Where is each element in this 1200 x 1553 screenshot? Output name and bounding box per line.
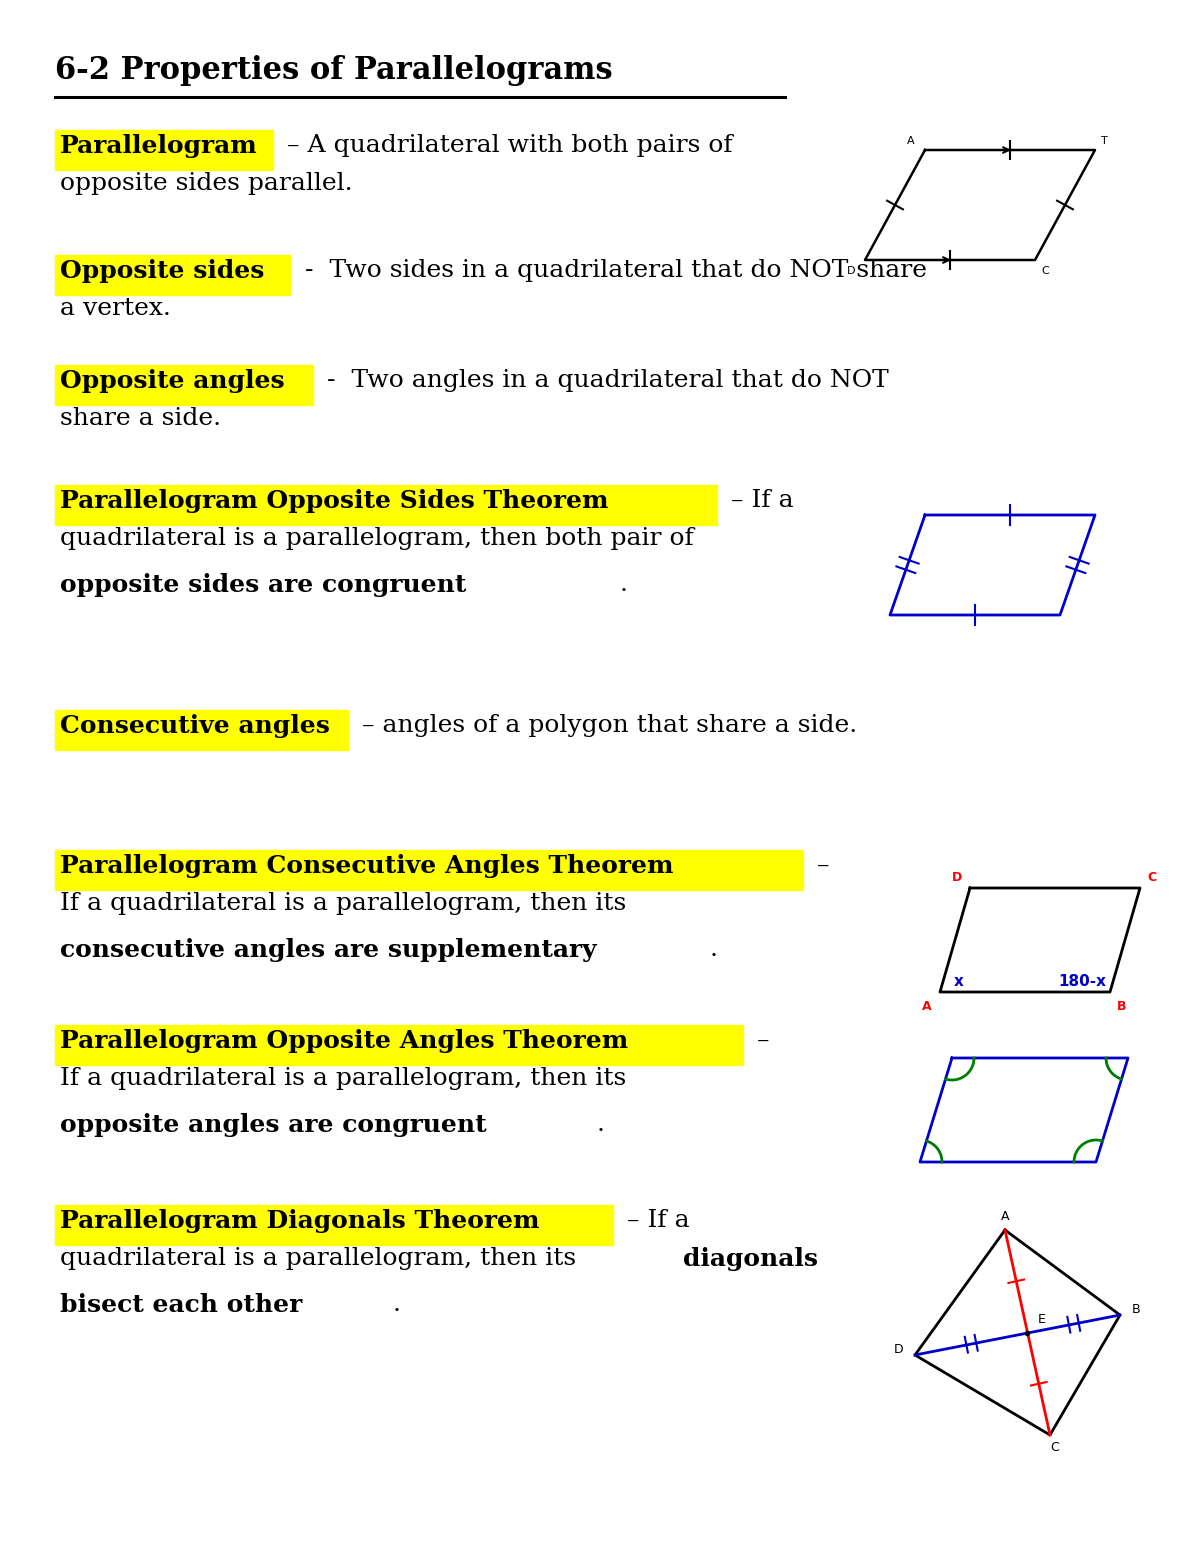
FancyBboxPatch shape [55, 1205, 613, 1246]
Text: -  Two sides in a quadrilateral that do NOT share: - Two sides in a quadrilateral that do N… [305, 259, 928, 283]
Text: 180-x: 180-x [1058, 974, 1106, 989]
Text: D: D [846, 266, 856, 276]
Text: opposite sides are congruent: opposite sides are congruent [60, 573, 467, 596]
Text: C: C [1147, 871, 1156, 884]
Text: share a side.: share a side. [60, 407, 221, 430]
Text: C: C [1042, 266, 1049, 276]
Text: –: – [817, 854, 829, 877]
Text: Parallelogram Opposite Angles Theorem: Parallelogram Opposite Angles Theorem [60, 1030, 629, 1053]
Text: D: D [952, 871, 962, 884]
Text: consecutive angles are supplementary: consecutive angles are supplementary [60, 938, 596, 961]
Text: T: T [1102, 137, 1108, 146]
Text: opposite sides parallel.: opposite sides parallel. [60, 172, 353, 196]
Text: Parallelogram Opposite Sides Theorem: Parallelogram Opposite Sides Theorem [60, 489, 608, 512]
Text: .: . [598, 1114, 605, 1135]
Text: B: B [1132, 1303, 1141, 1315]
Text: – If a: – If a [628, 1208, 690, 1232]
Text: opposite angles are congruent: opposite angles are congruent [60, 1114, 487, 1137]
Text: -  Two angles in a quadrilateral that do NOT: - Two angles in a quadrilateral that do … [328, 370, 889, 391]
Text: .: . [394, 1294, 401, 1315]
Text: If a quadrilateral is a parallelogram, then its: If a quadrilateral is a parallelogram, t… [60, 1067, 626, 1090]
Text: .: . [620, 573, 628, 596]
Text: x: x [954, 974, 964, 989]
Text: .: . [710, 938, 718, 961]
Text: Parallelogram: Parallelogram [60, 134, 258, 158]
Text: Consecutive angles: Consecutive angles [60, 714, 330, 738]
Text: – If a: – If a [731, 489, 793, 512]
Text: quadrilateral is a parallelogram, then its: quadrilateral is a parallelogram, then i… [60, 1247, 584, 1270]
FancyBboxPatch shape [55, 710, 348, 750]
Text: A: A [1001, 1210, 1009, 1224]
FancyBboxPatch shape [55, 849, 803, 890]
Text: If a quadrilateral is a parallelogram, then its: If a quadrilateral is a parallelogram, t… [60, 891, 626, 915]
FancyBboxPatch shape [55, 485, 718, 525]
Text: D: D [893, 1343, 902, 1356]
Text: A: A [923, 1000, 932, 1013]
Text: 6-2 Properties of Parallelograms: 6-2 Properties of Parallelograms [55, 54, 613, 85]
Text: Opposite sides: Opposite sides [60, 259, 264, 283]
Text: quadrilateral is a parallelogram, then both pair of: quadrilateral is a parallelogram, then b… [60, 526, 694, 550]
Text: E: E [1038, 1312, 1045, 1326]
Text: –: – [757, 1030, 769, 1051]
Text: A: A [907, 137, 916, 146]
Text: bisect each other: bisect each other [60, 1294, 302, 1317]
Text: diagonals: diagonals [683, 1247, 818, 1270]
FancyBboxPatch shape [55, 1025, 743, 1065]
Text: – angles of a polygon that share a side.: – angles of a polygon that share a side. [362, 714, 857, 738]
Text: B: B [1117, 1000, 1127, 1013]
FancyBboxPatch shape [55, 365, 313, 405]
Text: C: C [1051, 1441, 1060, 1454]
FancyBboxPatch shape [55, 130, 274, 169]
Text: Opposite angles: Opposite angles [60, 370, 284, 393]
Text: – A quadrilateral with both pairs of: – A quadrilateral with both pairs of [287, 134, 733, 157]
Text: Parallelogram Consecutive Angles Theorem: Parallelogram Consecutive Angles Theorem [60, 854, 673, 877]
FancyBboxPatch shape [55, 255, 290, 295]
Text: Parallelogram Diagonals Theorem: Parallelogram Diagonals Theorem [60, 1208, 540, 1233]
Text: a vertex.: a vertex. [60, 297, 170, 320]
